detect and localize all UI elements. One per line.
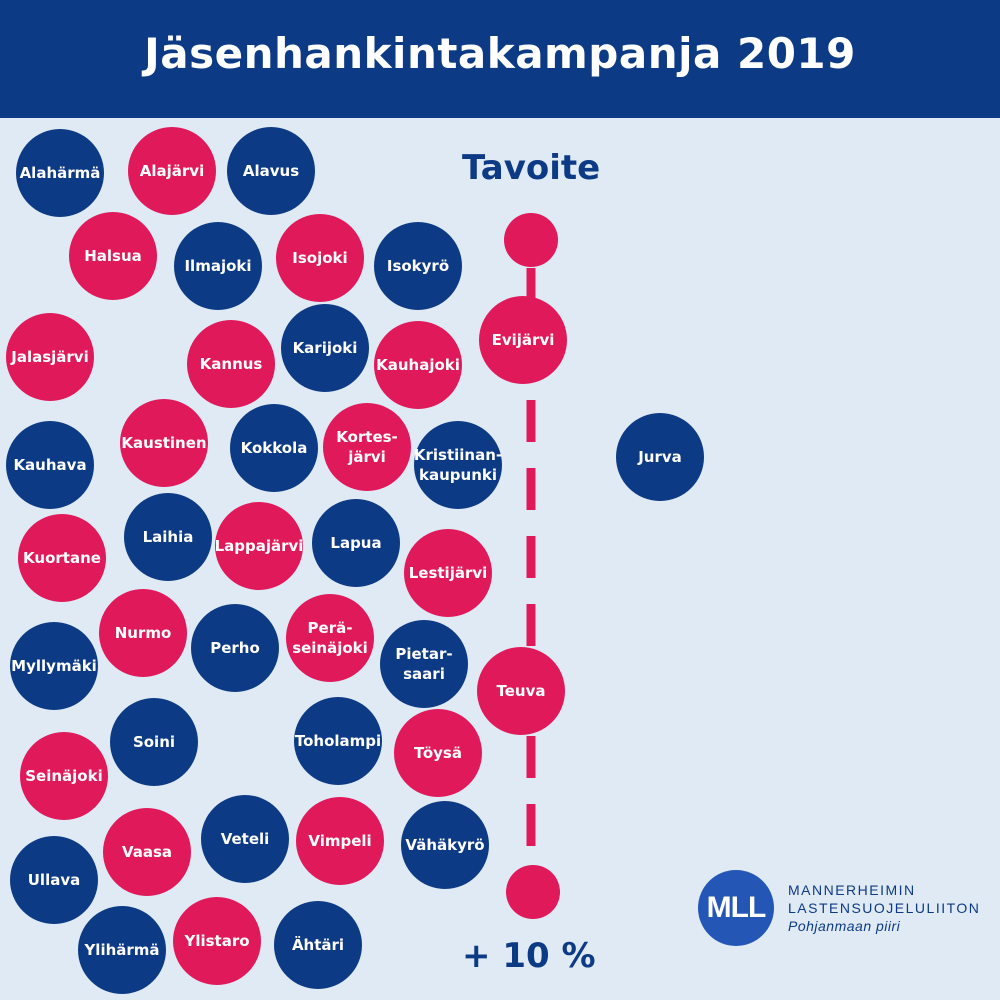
municipality-bubble: Kokkola bbox=[230, 404, 318, 492]
municipality-bubble: Seinäjoki bbox=[20, 732, 108, 820]
municipality-bubble: Vaasa bbox=[103, 808, 191, 896]
municipality-bubble: Kannus bbox=[187, 320, 275, 408]
municipality-bubble: Vähäkyrö bbox=[401, 801, 489, 889]
municipality-bubble: Lestijärvi bbox=[404, 529, 492, 617]
municipality-bubble: Nurmo bbox=[99, 589, 187, 677]
municipality-bubble: Ähtäri bbox=[274, 901, 362, 989]
municipality-bubble: Soini bbox=[110, 698, 198, 786]
goal-reached-bubble: Jurva bbox=[616, 413, 704, 501]
municipality-bubble: Alahärmä bbox=[16, 129, 104, 217]
goal-scale-bubble: Teuva bbox=[477, 647, 565, 735]
municipality-bubble: Ilmajoki bbox=[174, 222, 262, 310]
municipality-bubble: Isokyrö bbox=[374, 222, 462, 310]
municipality-bubble: Kaustinen bbox=[120, 399, 208, 487]
municipality-bubble: Perho bbox=[191, 604, 279, 692]
municipality-bubble: Veteli bbox=[201, 795, 289, 883]
municipality-bubble: Jalasjärvi bbox=[6, 313, 94, 401]
logo-line-1: MANNERHEIMIN bbox=[788, 882, 916, 898]
goal-scale-bubble: Evijärvi bbox=[479, 296, 567, 384]
logo-line-3: Pohjanmaan piiri bbox=[788, 918, 901, 934]
goal-title: Tavoite bbox=[462, 148, 601, 188]
municipality-bubble: Karijoki bbox=[281, 304, 369, 392]
goal-percent-label: + 10 % bbox=[462, 936, 596, 976]
municipality-bubble: Kauhava bbox=[6, 421, 94, 509]
municipality-bubble: Alavus bbox=[227, 127, 315, 215]
municipality-bubble: Ylihärmä bbox=[78, 906, 166, 994]
mll-logo: MLL MANNERHEIMIN LASTENSUOJELULIITON Poh… bbox=[698, 866, 988, 946]
municipality-bubble: Lapua bbox=[312, 499, 400, 587]
municipality-bubble: Töysä bbox=[394, 709, 482, 797]
goal-scale-top-marker bbox=[504, 213, 558, 267]
municipality-bubble: Ylistaro bbox=[173, 897, 261, 985]
municipality-bubble: Ullava bbox=[10, 836, 98, 924]
municipality-bubble: Vimpeli bbox=[296, 797, 384, 885]
logo-line-2: LASTENSUOJELULIITON bbox=[788, 900, 981, 916]
mll-logo-mark: MLL bbox=[698, 870, 774, 946]
municipality-bubble: Myllymäki bbox=[10, 622, 98, 710]
municipality-bubble: Kauhajoki bbox=[374, 321, 462, 409]
header-banner: Jäsenhankintakampanja 2019 bbox=[0, 0, 1000, 118]
municipality-bubble: Toholampi bbox=[294, 697, 382, 785]
goal-scale-bottom-marker bbox=[506, 865, 560, 919]
municipality-bubble: Kuortane bbox=[18, 514, 106, 602]
municipality-bubble: Laihia bbox=[124, 493, 212, 581]
municipality-bubble: Lappajärvi bbox=[215, 502, 303, 590]
municipality-bubble: Isojoki bbox=[276, 214, 364, 302]
municipality-bubble: Pietar- saari bbox=[380, 620, 468, 708]
municipality-bubble: Halsua bbox=[69, 212, 157, 300]
municipality-bubble: Perä- seinäjoki bbox=[286, 594, 374, 682]
page-title: Jäsenhankintakampanja 2019 bbox=[144, 28, 856, 78]
municipality-bubble: Kristiinan- kaupunki bbox=[414, 421, 502, 509]
municipality-bubble: Kortes- järvi bbox=[323, 403, 411, 491]
municipality-bubble: Alajärvi bbox=[128, 127, 216, 215]
